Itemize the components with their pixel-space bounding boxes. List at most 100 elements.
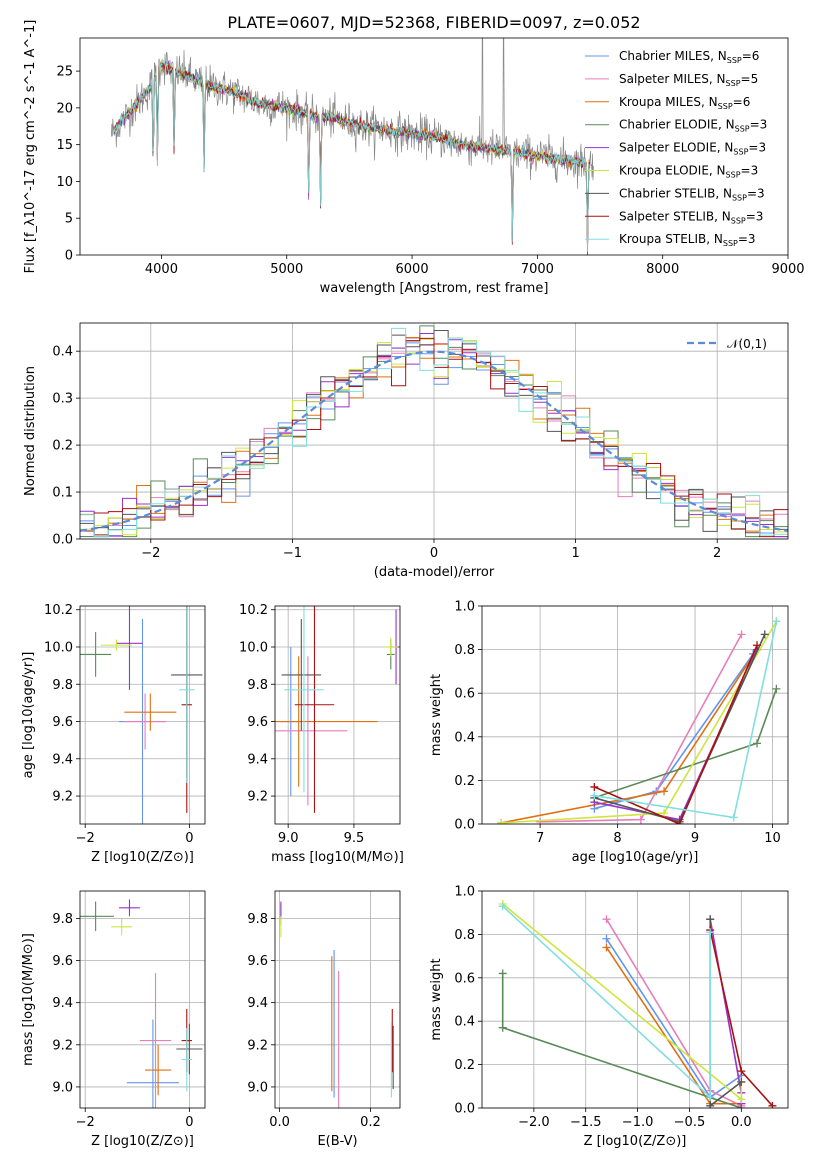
mass-weight-vs-Z-frame — [481, 890, 789, 1109]
legend-entry-n-4: =3 — [748, 141, 766, 155]
mass-weight-vs-age-marker-7-2 — [753, 641, 762, 650]
mass-vs-EBV-ytick-label-1: 9.2 — [247, 1038, 268, 1053]
residual-hist-6 — [80, 329, 788, 534]
mass-weight-vs-Z-marker-7-1 — [737, 1067, 746, 1076]
mass-weight-vs-Z-marker-1-0 — [602, 915, 611, 924]
mass-weight-vs-age-marker-5-1 — [660, 809, 669, 818]
legend-entry-0: Chabrier MILES, NSSP=6 — [619, 49, 759, 65]
mass-weight-vs-Z-ytick-label-1: 0.2 — [454, 1058, 475, 1073]
legend-entry-2: Kroupa MILES, NSSP=6 — [619, 95, 750, 111]
spectrum-lines — [110, 38, 594, 255]
age-vs-Z-ytick-label-2: 9.6 — [52, 715, 73, 730]
mass-vs-EBV-frame — [274, 890, 401, 1109]
mass-weight-vs-Z-xtick-label-2: −1.0 — [622, 1115, 654, 1130]
mass-weight-vs-Z-marker-5-1 — [737, 1095, 746, 1104]
residuals-xtick-label-3: 1 — [571, 546, 579, 561]
spectrum-xtick-label-5: 9000 — [771, 262, 804, 277]
legend-entry-n-8: =3 — [738, 232, 756, 246]
mass-weight-vs-age-xtick-label-0: 7 — [536, 831, 544, 846]
mass-weight-vs-age-series-0 — [594, 653, 754, 810]
spectrum-xtick-label-4: 8000 — [646, 262, 679, 277]
legend-entry-n-7: =3 — [746, 209, 764, 223]
age-vs-mass-ytick-label-0: 9.2 — [247, 790, 268, 805]
residual-legend-label: 𝒩(0,1) — [727, 337, 767, 351]
age-vs-Z-points — [80, 606, 203, 824]
residuals-xtick-label-2: 0 — [430, 546, 438, 561]
legend-entry-n-6: =3 — [747, 186, 765, 200]
spectrum-xlabel: wavelength [Angstrom, rest frame] — [320, 281, 549, 296]
mass-weight-vs-age-marker-2-1 — [660, 787, 669, 796]
mass-weight-vs-age-ytick-label-4: 0.8 — [454, 643, 475, 658]
mass-vs-Z-ylabel: mass [log10(M/M⊙)] — [21, 933, 36, 1066]
mass-vs-Z-xtick-label-0: −2 — [76, 1115, 95, 1130]
spectrum-ytick-label-4: 20 — [56, 101, 73, 116]
mass-weight-vs-age-marker-1-1 — [636, 815, 645, 824]
spectrum-xtick-label-1: 5000 — [270, 262, 303, 277]
age-vs-Z-xlabel: Z [log10(Z/Z⊙)] — [91, 850, 194, 865]
mass-weight-vs-Z-series-3 — [501, 973, 742, 1108]
age-vs-mass-ytick-label-2: 9.6 — [247, 715, 268, 730]
residuals-ytick-label-4: 0.4 — [52, 345, 73, 360]
legend-entry-7: Salpeter STELIB, NSSP=3 — [619, 209, 763, 225]
mass-vs-EBV-ytick-label-3: 9.6 — [247, 954, 268, 969]
mass-weight-vs-age-marker-8-2 — [772, 617, 781, 626]
mass-vs-Z-points — [80, 899, 203, 1108]
mass-weight-vs-age-series-3 — [594, 688, 778, 799]
mass-vs-EBV-ytick-label-2: 9.4 — [247, 996, 268, 1011]
mass-weight-vs-Z-ytick-label-0: 0.0 — [454, 1102, 475, 1117]
figure-title: PLATE=0607, MJD=52368, FIBERID=0097, z=0… — [227, 13, 640, 32]
residuals-xtick-label-1: −1 — [283, 546, 302, 561]
mass-vs-EBV-ytick-label-4: 9.8 — [247, 912, 268, 927]
mass-vs-EBV-xtick-label-1: 0.2 — [360, 1115, 381, 1130]
residuals-frame — [79, 322, 789, 540]
mass-weight-vs-age-xtick-label-3: 10 — [764, 831, 781, 846]
normal-reference-curve — [80, 350, 788, 532]
mass-weight-vs-Z-marker-2-0 — [602, 943, 611, 952]
legend-entry-n-3: =3 — [750, 118, 768, 132]
residuals-xlabel: (data-model)/error — [374, 565, 495, 580]
model-spectrum-7 — [113, 61, 591, 250]
spectrum-legend: Chabrier MILES, NSSP=6 Salpeter MILES, NS… — [585, 49, 767, 248]
residual-steps — [80, 325, 788, 538]
age-vs-mass-frame — [274, 605, 401, 825]
age-vs-Z-xtick-label-1: 0 — [185, 831, 193, 846]
spectrum-xtick-label-0: 4000 — [145, 262, 178, 277]
mass-weight-vs-Z-marker-7-2 — [768, 1101, 777, 1108]
age-vs-Z-xtick-label-0: −2 — [76, 831, 95, 846]
mass-vs-EBV-ytick-label-0: 9.0 — [247, 1080, 268, 1095]
legend-entry-sub-0: SSP — [727, 56, 742, 65]
age-vs-mass-ytick-label-4: 10.0 — [239, 640, 268, 655]
mass-weight-vs-Z-axes: −2.0 −1.5 −1.0 −0.5 0.0 0.0 0.2 0.4 0.6 0.8 1.0 Z [… — [429, 885, 788, 1149]
mass-weight-vs-age-xtick-label-1: 8 — [613, 831, 621, 846]
age-vs-Z-axes: −2 0 9.2 9.4 9.6 9.8 10.0 10.2 Z [log10(Z/Z⊙)] ag… — [21, 603, 205, 865]
age-vs-Z-frame — [79, 605, 206, 825]
age-vs-Z-ylabel: age [log10(age/yr)] — [21, 652, 36, 779]
mass-weight-vs-Z-series-1 — [605, 918, 742, 1107]
mass-weight-vs-age-marker-5-0 — [497, 818, 506, 824]
age-vs-mass-points — [275, 606, 400, 813]
mass-weight-vs-age-marker-1-2 — [737, 630, 746, 639]
legend-entry-sub-3: SSP — [735, 125, 750, 134]
age-vs-Z-ytick-label-0: 9.2 — [52, 790, 73, 805]
mass-weight-vs-Z-marker-3-0 — [498, 969, 507, 978]
mass-weight-vs-Z-xtick-label-0: −2.0 — [518, 1115, 550, 1130]
mass-weight-vs-Z-series-4 — [709, 919, 743, 1104]
legend-entry-1: Salpeter MILES, NSSP=5 — [619, 72, 758, 88]
legend-entry-sub-1: SSP — [726, 79, 741, 88]
residuals-ytick-label-3: 0.3 — [52, 392, 73, 407]
mass-weight-vs-Z-xlabel: Z [log10(Z/Z⊙)] — [584, 1134, 687, 1149]
residual-hist-7 — [80, 337, 788, 538]
mass-weight-vs-age-ytick-label-0: 0.0 — [454, 818, 475, 833]
mass-weight-vs-age-series-5 — [501, 620, 778, 824]
residual-hist-8 — [80, 327, 788, 538]
mass-weight-vs-age-series-1 — [540, 633, 743, 823]
spectrum-axes: 4000 5000 6000 7000 8000 9000 0 5 10 15 20 25 wavele… — [23, 20, 805, 296]
spectrum-frame — [79, 37, 789, 256]
mass-weight-vs-Z-marker-8-1 — [706, 1093, 715, 1102]
mass-vs-Z-axes: −2 0 9.0 9.2 9.4 9.6 9.8 Z [log10(Z/Z⊙)] mass [l… — [21, 891, 205, 1149]
mass-weight-vs-Z-series-0 — [605, 938, 742, 1099]
legend-entry-sub-2: SSP — [718, 102, 733, 111]
mass-weight-vs-Z-ytick-label-2: 0.4 — [454, 1015, 475, 1030]
age-vs-mass-xlabel: mass [log10(M/M⊙)] — [271, 850, 404, 865]
mass-weight-vs-Z-marker-6-1 — [706, 1101, 715, 1108]
